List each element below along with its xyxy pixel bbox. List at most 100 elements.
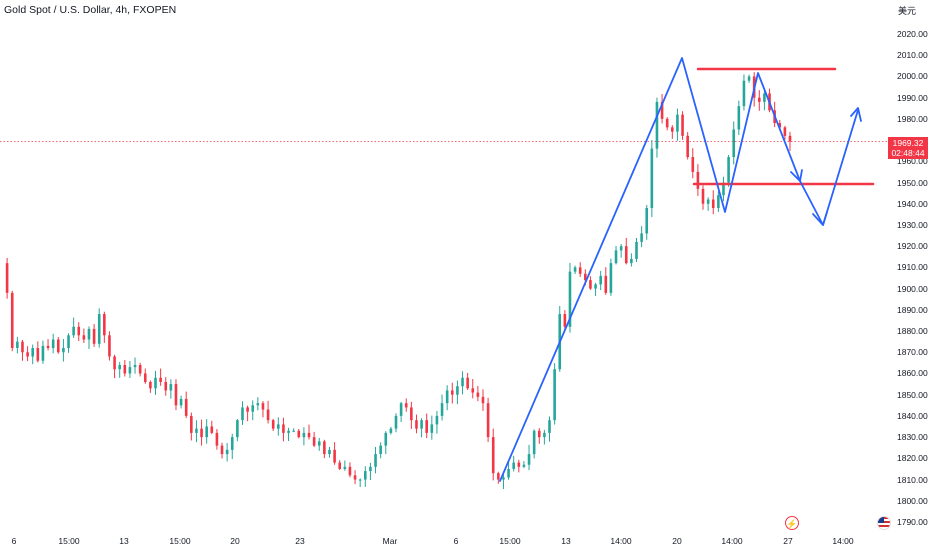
candle-body[interactable] bbox=[404, 403, 408, 408]
candle-body[interactable] bbox=[31, 348, 35, 357]
candle-body[interactable] bbox=[461, 377, 464, 387]
candle-body[interactable] bbox=[578, 267, 582, 274]
candle-body[interactable] bbox=[568, 271, 572, 327]
candle-body[interactable] bbox=[159, 377, 162, 382]
candle-body[interactable] bbox=[323, 441, 326, 455]
candle-body[interactable] bbox=[537, 430, 541, 438]
candle-body[interactable] bbox=[660, 101, 664, 119]
candle-body[interactable] bbox=[783, 127, 787, 136]
candle-body[interactable] bbox=[440, 403, 444, 416]
candle-body[interactable] bbox=[676, 114, 679, 132]
candle-body[interactable] bbox=[686, 135, 689, 158]
arrowhead-up[interactable] bbox=[850, 107, 862, 122]
candle-body[interactable] bbox=[665, 118, 669, 128]
candle-body[interactable] bbox=[384, 432, 388, 446]
candle-body[interactable] bbox=[543, 432, 546, 438]
candle-body[interactable] bbox=[722, 182, 725, 196]
candle-body[interactable] bbox=[220, 445, 224, 455]
candle-body[interactable] bbox=[589, 280, 592, 289]
candle-body[interactable] bbox=[671, 127, 674, 132]
candle-body[interactable] bbox=[292, 430, 295, 432]
candle-body[interactable] bbox=[369, 466, 372, 472]
candle-body[interactable] bbox=[164, 381, 168, 391]
candle-body[interactable] bbox=[389, 428, 393, 433]
candle-body[interactable] bbox=[343, 466, 347, 469]
candle-body[interactable] bbox=[36, 348, 40, 361]
candle-body[interactable] bbox=[532, 430, 536, 455]
candle-body[interactable] bbox=[691, 157, 695, 172]
candle-body[interactable] bbox=[630, 258, 633, 264]
candle-body[interactable] bbox=[599, 275, 602, 285]
candle-body[interactable] bbox=[476, 392, 480, 397]
candle-body[interactable] bbox=[333, 449, 336, 463]
candle-body[interactable] bbox=[502, 477, 505, 480]
candle-body[interactable] bbox=[410, 407, 413, 421]
candle-body[interactable] bbox=[379, 445, 382, 455]
candle-body[interactable] bbox=[573, 267, 577, 272]
candle-body[interactable] bbox=[317, 441, 321, 446]
candle-body[interactable] bbox=[154, 377, 157, 389]
candle-body[interactable] bbox=[287, 430, 290, 433]
candle-body[interactable] bbox=[230, 437, 234, 450]
candle-body[interactable] bbox=[10, 292, 14, 349]
candle-body[interactable] bbox=[282, 424, 285, 433]
candle-body[interactable] bbox=[41, 345, 45, 361]
candle-body[interactable] bbox=[604, 275, 608, 293]
candle-body[interactable] bbox=[450, 390, 454, 395]
candle-body[interactable] bbox=[62, 348, 65, 353]
candle-body[interactable] bbox=[527, 454, 531, 465]
candle-body[interactable] bbox=[614, 250, 618, 264]
candle-body[interactable] bbox=[138, 364, 142, 374]
candle-body[interactable] bbox=[225, 449, 229, 455]
candle-body[interactable] bbox=[732, 129, 736, 158]
candle-body[interactable] bbox=[420, 420, 423, 429]
candle-body[interactable] bbox=[747, 76, 751, 81]
candle-body[interactable] bbox=[655, 101, 659, 149]
candle-body[interactable] bbox=[82, 335, 86, 340]
candle-body[interactable] bbox=[584, 273, 587, 281]
candle-body[interactable] bbox=[563, 314, 567, 327]
candle-body[interactable] bbox=[210, 426, 214, 433]
candle-body[interactable] bbox=[133, 364, 137, 368]
candle-body[interactable] bbox=[711, 199, 715, 208]
candle-body[interactable] bbox=[742, 80, 746, 107]
drawings[interactable] bbox=[499, 57, 875, 482]
candle-body[interactable] bbox=[261, 403, 265, 410]
candle-body[interactable] bbox=[277, 424, 280, 429]
candle-body[interactable] bbox=[681, 114, 684, 136]
candle-body[interactable] bbox=[517, 462, 521, 467]
candle-body[interactable] bbox=[123, 364, 127, 374]
candle-body[interactable] bbox=[399, 403, 403, 416]
candle-body[interactable] bbox=[113, 356, 116, 370]
candle-body[interactable] bbox=[445, 390, 449, 404]
candle-body[interactable] bbox=[471, 388, 475, 393]
candle-body[interactable] bbox=[200, 428, 203, 438]
candle-body[interactable] bbox=[215, 432, 219, 446]
candle-body[interactable] bbox=[594, 284, 597, 289]
candle-body[interactable] bbox=[788, 135, 792, 142]
candle-body[interactable] bbox=[737, 106, 741, 130]
candle-body[interactable] bbox=[51, 339, 55, 349]
projection-path[interactable] bbox=[799, 109, 859, 226]
candle-body[interactable] bbox=[497, 473, 500, 480]
candle-body[interactable] bbox=[456, 386, 459, 395]
candle-body[interactable] bbox=[430, 424, 434, 433]
candle-body[interactable] bbox=[522, 464, 526, 467]
lightning-icon[interactable]: ⚡ bbox=[785, 516, 799, 530]
candle-body[interactable] bbox=[363, 471, 367, 480]
candle-body[interactable] bbox=[778, 123, 782, 128]
candle-body[interactable] bbox=[56, 339, 60, 353]
candle-body[interactable] bbox=[103, 314, 106, 336]
candle-body[interactable] bbox=[481, 396, 485, 404]
candle-body[interactable] bbox=[5, 263, 9, 293]
candle-body[interactable] bbox=[246, 407, 249, 412]
arrowhead-down-2[interactable] bbox=[812, 211, 828, 226]
candle-body[interactable] bbox=[645, 207, 649, 234]
candle-body[interactable] bbox=[297, 430, 301, 438]
candle-body[interactable] bbox=[128, 367, 132, 374]
candle-body[interactable] bbox=[266, 409, 270, 421]
candle-body[interactable] bbox=[701, 188, 705, 204]
candle-body[interactable] bbox=[108, 335, 111, 357]
candle-body[interactable] bbox=[650, 148, 654, 208]
candle-body[interactable] bbox=[97, 314, 101, 344]
